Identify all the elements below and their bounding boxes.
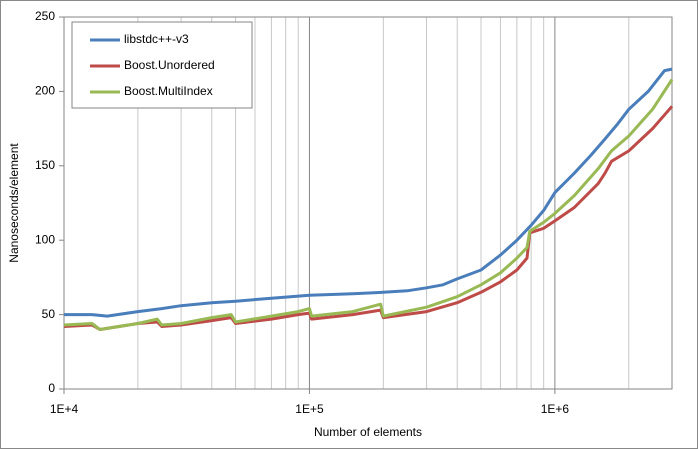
y-tick-label: 50 <box>42 307 56 321</box>
y-tick-label: 250 <box>35 9 55 23</box>
legend-label: Boost.Unordered <box>124 58 215 72</box>
y-tick-label: 150 <box>35 158 55 172</box>
y-tick-label: 200 <box>35 84 55 98</box>
series-line <box>63 78 674 331</box>
x-axis-title: Number of elements <box>314 425 422 439</box>
legend-label: Boost.MultiIndex <box>124 84 213 98</box>
y-tick-label: 100 <box>35 232 55 246</box>
series-line <box>64 67 673 318</box>
x-tick-label: 1E+4 <box>50 402 79 416</box>
x-tick-label: 1E+6 <box>541 402 570 416</box>
legend-box <box>71 21 253 109</box>
legend-label: libstdc++-v3 <box>124 32 189 46</box>
x-tick-label: 1E+5 <box>295 402 324 416</box>
plot-frame <box>63 16 673 390</box>
y-axis-title: Nanoseconds/element <box>7 143 21 263</box>
y-tick-label: 0 <box>48 381 55 395</box>
